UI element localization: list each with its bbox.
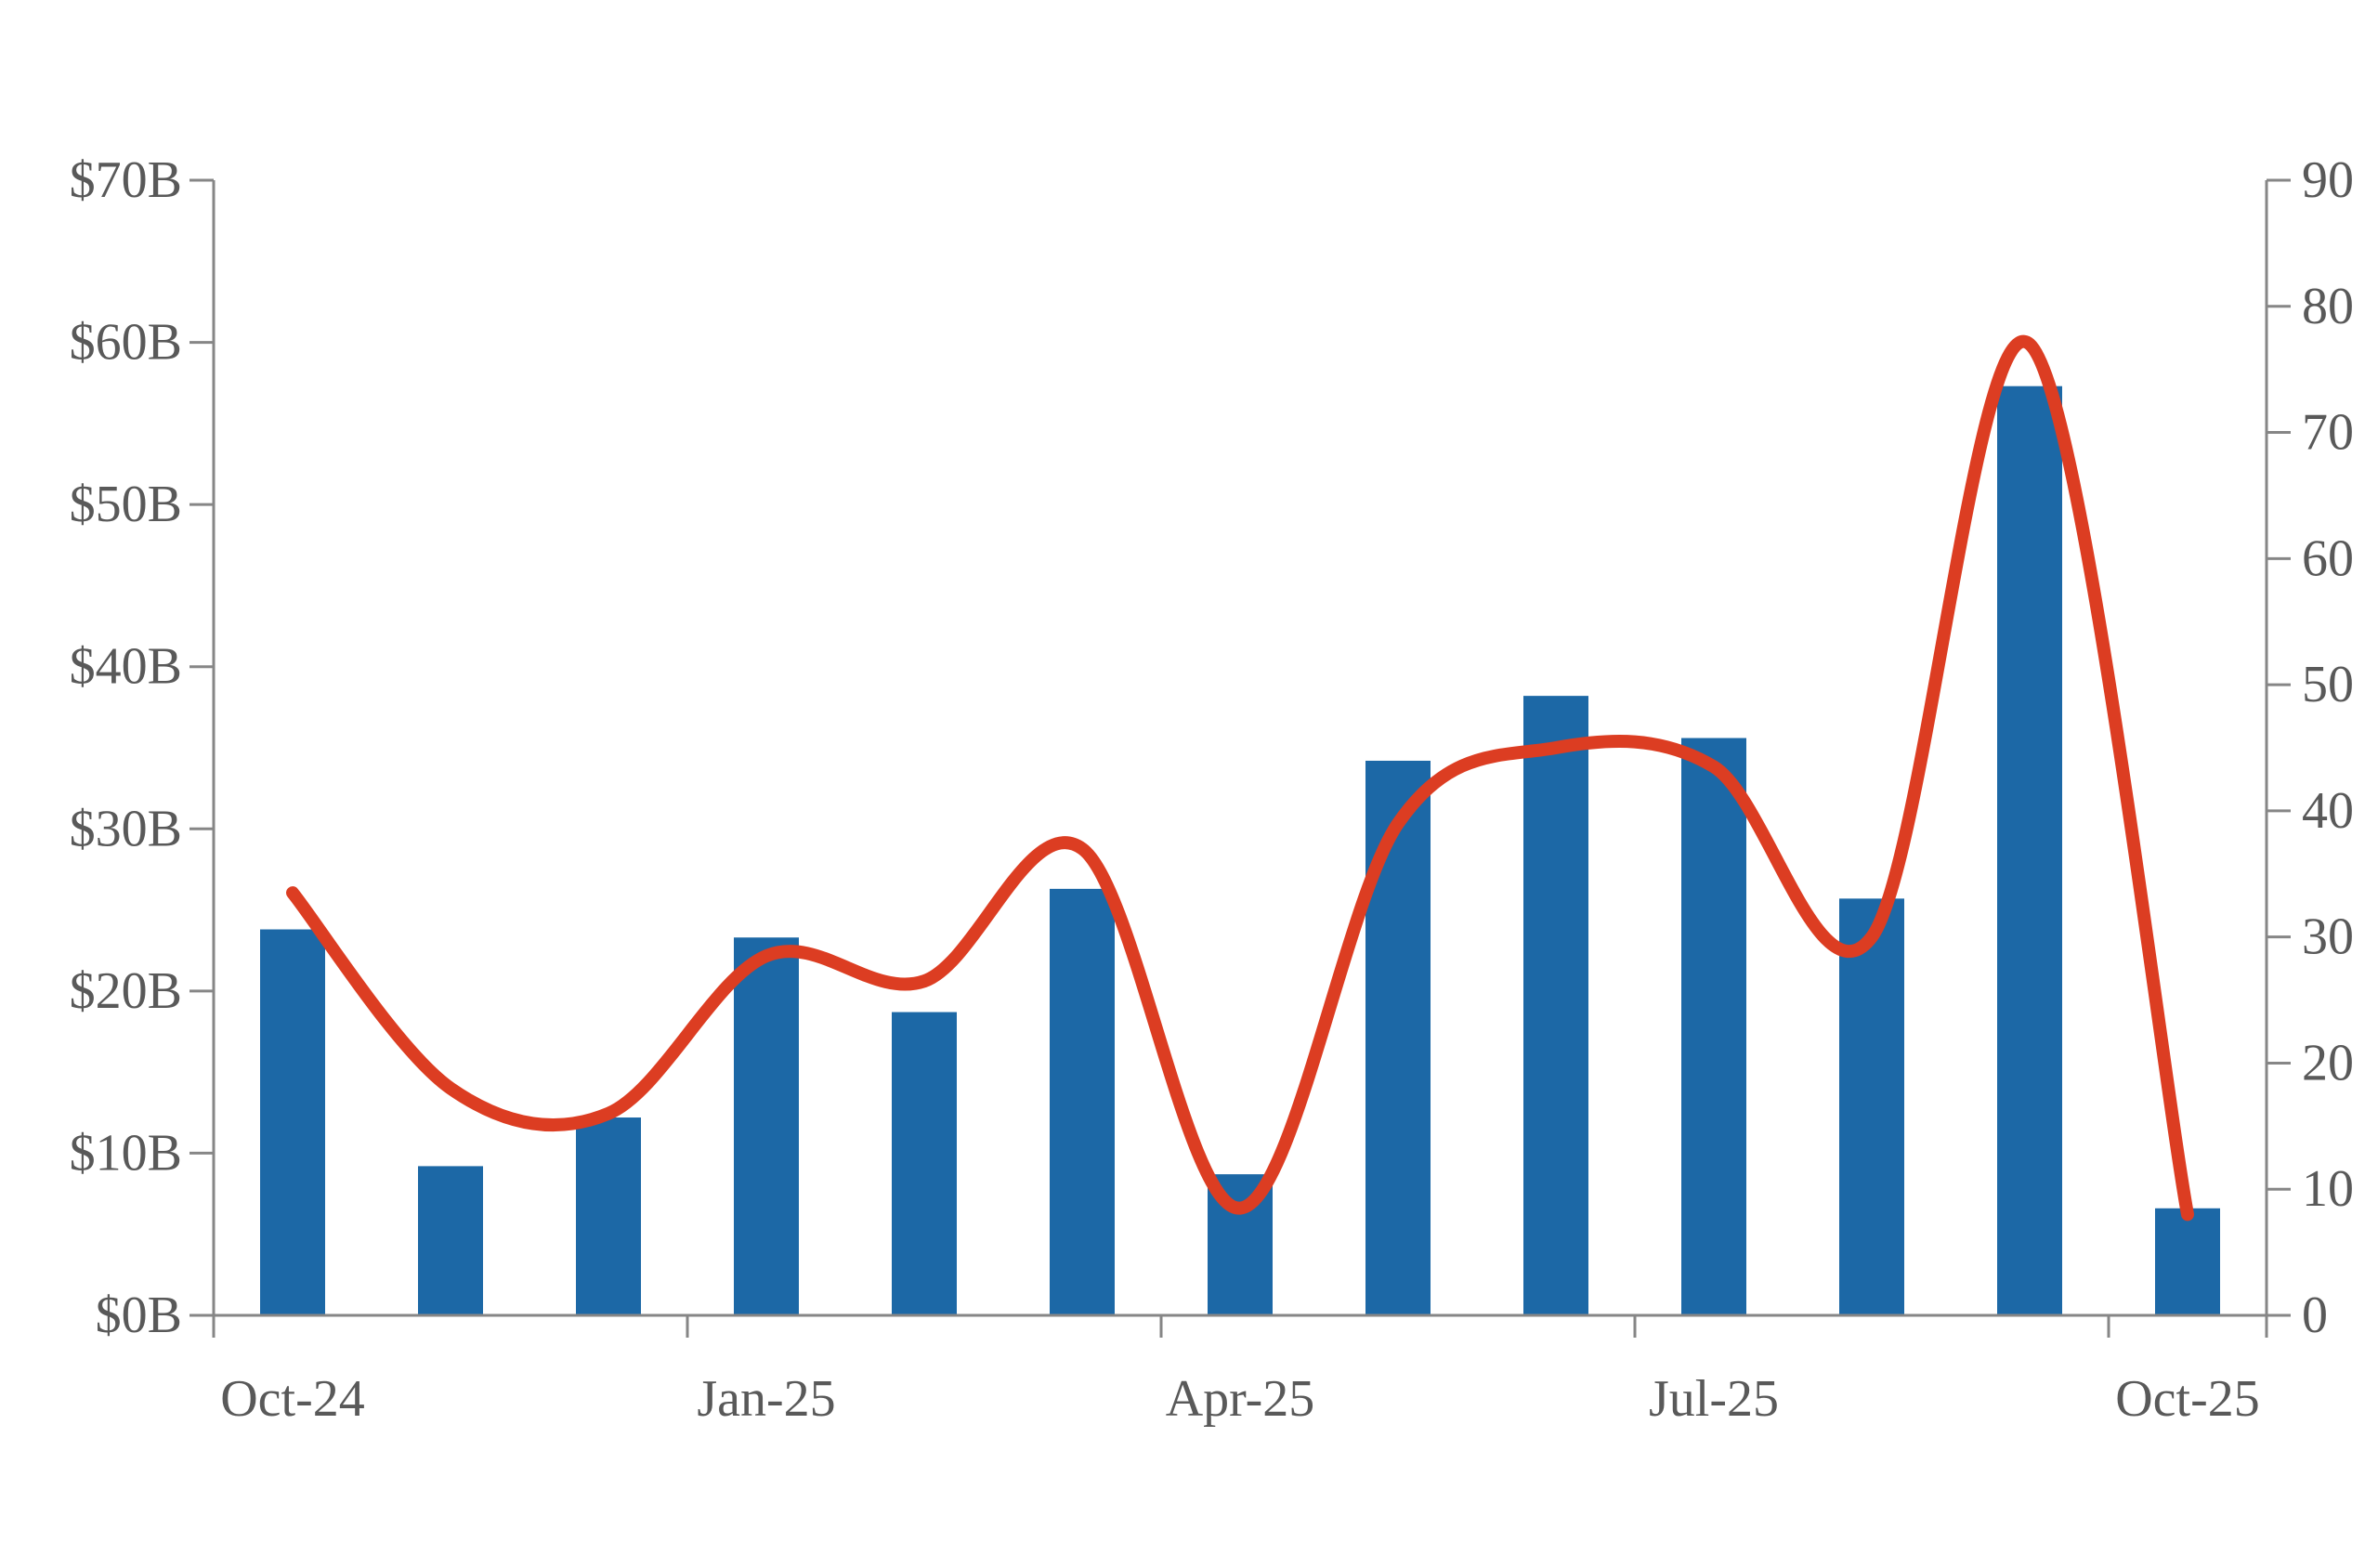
bar-jun-25 [1523,696,1588,1315]
y-axis-right-label: 60 [2302,529,2354,587]
y-axis-left-label: $20B [70,962,182,1020]
y-axis-left-label: $60B [70,314,182,372]
y-axis-right-label: 80 [2302,278,2354,335]
bar-nov-24 [418,1166,483,1315]
x-axis-label: Oct-25 [2115,1370,2260,1428]
y-axis-right-label: 0 [2302,1287,2328,1344]
y-axis-right-label: 50 [2302,656,2354,713]
bar-oct-24 [260,929,325,1315]
bar-feb-25 [892,1012,957,1315]
y-axis-left-label: $10B [70,1124,182,1182]
y-axis-left-label: $70B [70,151,182,209]
y-axis-right-label: 30 [2302,908,2354,966]
y-axis-right-label: 90 [2302,151,2354,209]
y-axis-left-label: $50B [70,476,182,533]
bar-dec-24 [576,1117,641,1315]
x-axis-label: Jan-25 [697,1370,835,1428]
x-axis-label: Oct-24 [220,1370,365,1428]
bar-aug-25 [1839,898,1904,1315]
x-axis-label: Jul-25 [1649,1370,1779,1428]
bar-jul-25 [1681,738,1746,1315]
y-axis-left-label: $0B [96,1287,182,1344]
y-axis-right-label: 70 [2302,404,2354,462]
trend-line [286,334,2194,1222]
x-axis-label: Apr-25 [1166,1370,1315,1428]
y-axis-left-label: $30B [70,800,182,857]
bar-sep-25 [1997,385,2062,1316]
y-axis-right-label: 20 [2302,1034,2354,1091]
bar-oct-25 [2155,1208,2220,1315]
bar-jan-25 [734,937,799,1315]
bar-may-25 [1365,760,1431,1315]
y-axis-right-label: 40 [2302,782,2354,840]
y-axis-right-label: 10 [2302,1160,2354,1218]
bar-mar-25 [1050,888,1115,1315]
y-axis-left-label: $40B [70,638,182,696]
